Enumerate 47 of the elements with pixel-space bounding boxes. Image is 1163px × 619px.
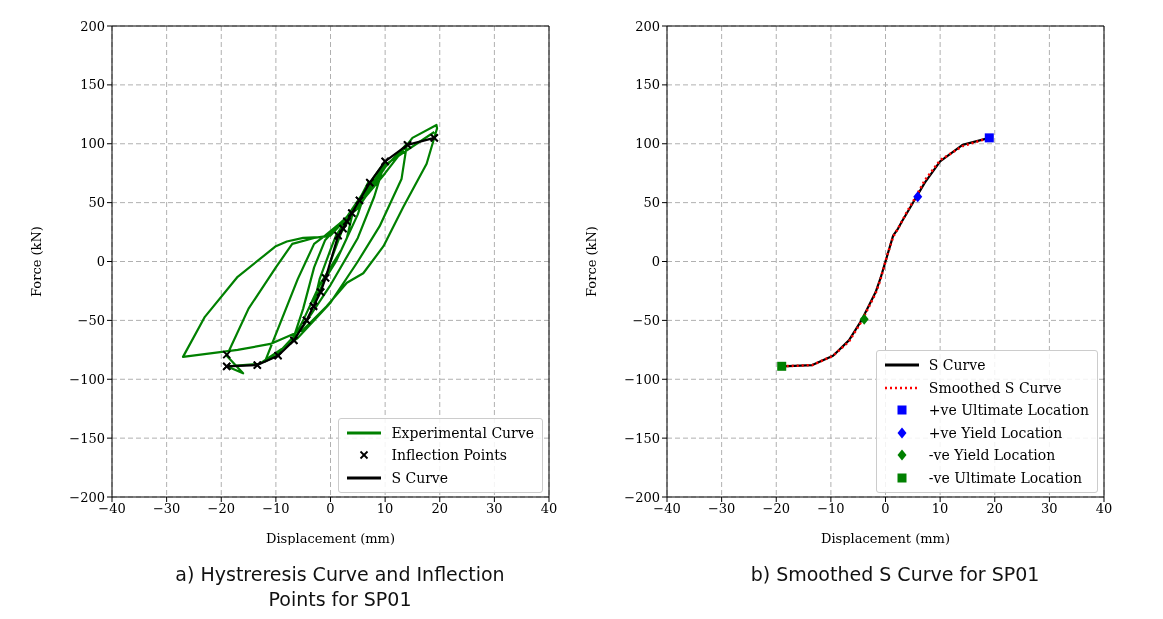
x-tick-label: −10 — [817, 501, 845, 517]
y-tick-label: −50 — [77, 312, 105, 328]
legend-label: Experimental Curve — [391, 423, 534, 443]
legend-label: S Curve — [391, 468, 449, 488]
x-tick-label: 0 — [326, 501, 335, 517]
y-tick-label: −150 — [624, 430, 660, 446]
y-tick-label: 150 — [80, 77, 105, 93]
x-tick-label: 10 — [376, 501, 394, 517]
x-axis-title: Displacement (mm) — [265, 531, 396, 546]
legend-label: -ve Ultimate Location — [928, 468, 1082, 488]
y-tick-label: 200 — [80, 18, 105, 34]
x-tick-label: −30 — [152, 501, 181, 517]
x-tick-label: −30 — [707, 501, 736, 517]
x-tick-label: 40 — [540, 501, 558, 517]
legend-label: -ve Yield Location — [928, 446, 1056, 465]
x-tick-label: 20 — [986, 501, 1004, 517]
legend-label: S Curve — [928, 356, 986, 375]
legend-label: Smoothed S Curve — [928, 378, 1062, 398]
x-tick-label: 30 — [1041, 501, 1058, 517]
y-tick-label: 150 — [635, 77, 660, 93]
y-tick-label: 50 — [88, 195, 105, 211]
x-tick-label: 10 — [931, 501, 949, 517]
text: a) Hystreresis Curve and Inflection Points for SP01 — [174, 562, 506, 612]
legend-label: Inflection Points — [391, 446, 507, 465]
y-tick-label: 200 — [635, 18, 660, 34]
y-tick-label: 100 — [635, 136, 660, 152]
y-axis-title: Force (kN) — [583, 226, 599, 297]
y-tick-label: 50 — [643, 195, 660, 211]
x-tick-label: 40 — [1095, 501, 1113, 517]
y-tick-label: −100 — [69, 371, 105, 387]
x-axis-title: Displacement (mm) — [820, 531, 951, 546]
y-tick-label: 0 — [651, 254, 660, 270]
x-tick-label: 30 — [486, 501, 503, 517]
y-tick-label: −50 — [632, 312, 660, 328]
y-tick-label: 0 — [96, 254, 105, 270]
y-tick-label: −150 — [69, 430, 105, 446]
y-tick-label: −100 — [624, 371, 660, 387]
x-tick-label: −20 — [207, 501, 235, 517]
text: b) Smoothed S Curve for SP01 — [750, 562, 1040, 587]
y-axis-title: Force (kN) — [28, 226, 44, 297]
x-tick-label: −10 — [262, 501, 290, 517]
x-tick-label: 0 — [881, 501, 890, 517]
legend-label: +ve Yield Location — [928, 423, 1063, 443]
legend-label: +ve Ultimate Location — [928, 401, 1089, 420]
x-tick-label: −20 — [762, 501, 790, 517]
y-tick-label: 100 — [80, 136, 105, 152]
x-tick-label: 20 — [431, 501, 449, 517]
